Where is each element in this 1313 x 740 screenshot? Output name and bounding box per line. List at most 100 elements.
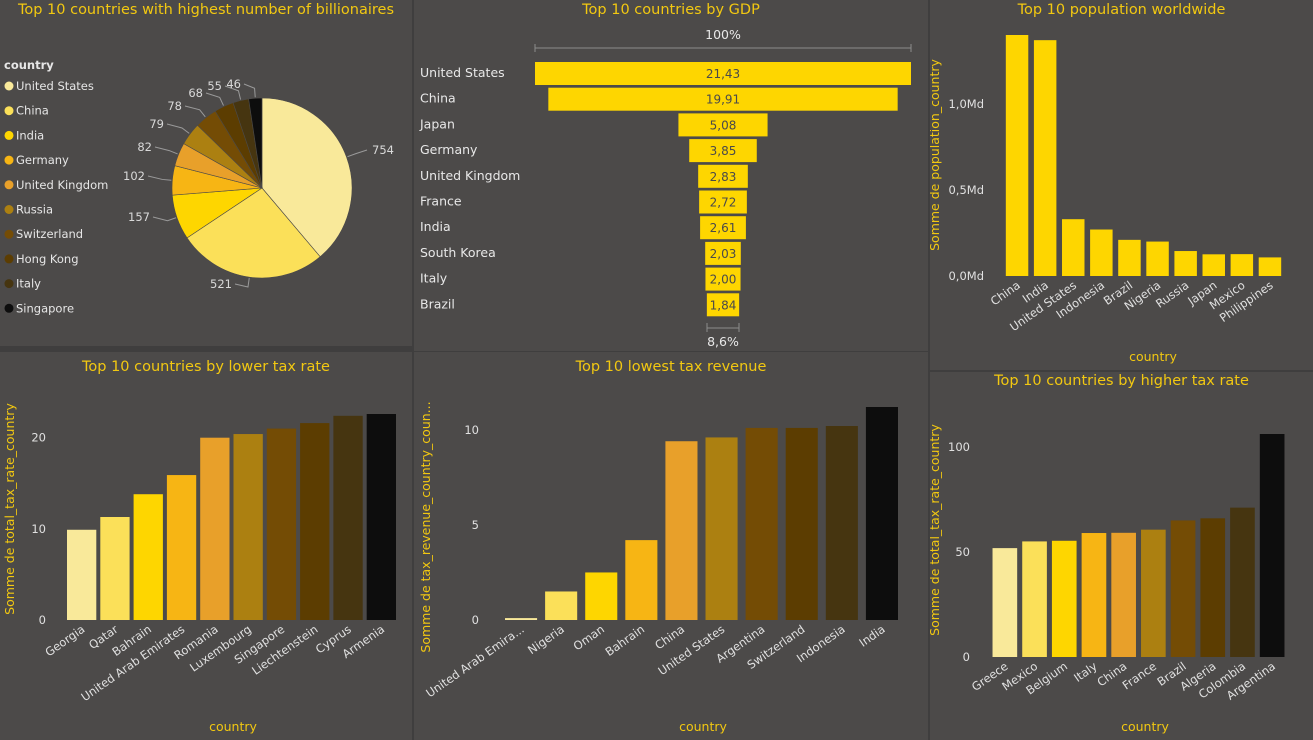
- low-revenue-bar-united-states: [705, 437, 738, 620]
- high-tax-bar-chart[interactable]: Somme de total_tax_rate_country country …: [930, 372, 1313, 740]
- population-y-axis-title: Somme de population_country: [930, 59, 942, 251]
- low-tax-y-tick-0: 0: [39, 613, 46, 627]
- pie-value-label-hong-kong: 68: [188, 86, 203, 100]
- funnel-category-italy: Italy: [420, 271, 448, 286]
- low-tax-bar-romania: [200, 437, 230, 620]
- low-tax-y-tick-2: 20: [31, 431, 46, 445]
- funnel-bar-brazil: [706, 293, 740, 317]
- low-revenue-bar-oman: [585, 572, 618, 620]
- legend-marker-india: [4, 130, 14, 140]
- low-tax-bar-armenia: [366, 414, 397, 620]
- low-revenue-bar-indonesia: [825, 426, 858, 620]
- funnel-bar-france: [699, 190, 747, 214]
- population-bar-russia: [1174, 251, 1197, 276]
- pie-leader-singapore: [243, 83, 256, 98]
- funnel-value-italy: 2,00: [710, 273, 737, 287]
- pie-slice-china: [186, 187, 321, 279]
- low-tax-y-axis-title: Somme de total_tax_rate_country: [2, 403, 17, 615]
- billionaires-pie-chart[interactable]: country United States China India Germany Un…: [0, 0, 412, 346]
- legend-item-italy[interactable]: Italy: [16, 277, 41, 291]
- low-tax-bar-qatar: [100, 517, 130, 620]
- pie-value-label-switzerland: 78: [167, 99, 182, 113]
- funnel-value-united-kingdom: 2,83: [710, 170, 737, 184]
- low-revenue-y-tick-2: 10: [464, 423, 479, 437]
- low-revenue-y-axis-title: Somme de tax_revenue_country_coun...: [418, 401, 433, 652]
- funnel-bar-japan: [678, 113, 768, 137]
- high-tax-x-axis-title: country: [1121, 719, 1169, 734]
- low-revenue-bar-chart[interactable]: Somme de tax_revenue_country_coun... cou…: [414, 352, 928, 740]
- pie-value-label-singapore: 46: [226, 77, 241, 91]
- high-tax-bar-china: [1111, 532, 1136, 657]
- legend-item-india[interactable]: India: [16, 128, 44, 142]
- low-revenue-bar-switzerland: [785, 427, 818, 620]
- low-tax-x-tick-georgia: Georgia: [42, 622, 87, 659]
- low-revenue-x-axis-title: country: [679, 719, 727, 734]
- legend-item-china[interactable]: China: [16, 104, 49, 118]
- funnel-category-india: India: [420, 219, 451, 234]
- legend-marker-russia: [4, 205, 14, 214]
- population-bar-brazil: [1118, 239, 1141, 276]
- pie-leader-china: [234, 278, 250, 288]
- low-tax-bar-bahrain: [133, 494, 163, 620]
- population-bar-mexico: [1230, 254, 1254, 276]
- pie-value-label-italy: 55: [207, 79, 222, 93]
- low-tax-bar-chart[interactable]: Somme de total_tax_rate_country country …: [0, 352, 412, 740]
- funnel-bar-germany: [689, 139, 757, 163]
- legend-marker-united-kingdom: [4, 180, 14, 190]
- population-bar-india: [1033, 40, 1057, 276]
- low-tax-bar-liechtenstein: [300, 423, 330, 620]
- funnel-value-japan: 5,08: [710, 118, 737, 132]
- low-revenue-x-tick-oman: Oman: [571, 622, 607, 653]
- low-tax-bar-singapore: [266, 428, 297, 620]
- pie-value-label-india: 157: [128, 210, 150, 224]
- funnel-category-united-states: United States: [420, 65, 505, 80]
- funnel-value-brazil: 1,84: [710, 298, 737, 312]
- legend-item-germany[interactable]: Germany: [16, 153, 69, 167]
- legend-item-russia[interactable]: Russia: [16, 203, 53, 217]
- high-tax-bar-mexico: [1022, 541, 1047, 657]
- pie-value-label-united-states: 754: [372, 143, 394, 157]
- legend-marker-hong-kong: [4, 254, 14, 264]
- legend-marker-china: [4, 106, 14, 116]
- low-revenue-panel: Top 10 lowest tax revenue Somme de tax_r…: [414, 352, 928, 740]
- gdp-panel: Top 10 countries by GDP 100% 8,6% United…: [414, 0, 928, 351]
- low-tax-bar-luxembourg: [233, 434, 263, 620]
- funnel-category-japan: Japan: [419, 116, 455, 131]
- funnel-category-france: France: [420, 194, 462, 209]
- pie-value-label-russia: 79: [149, 117, 164, 131]
- pie-value-label-united-kingdom: 82: [137, 140, 152, 154]
- population-y-tick-0: 0,0Md: [948, 269, 984, 283]
- population-y-tick-2: 1,0Md: [948, 97, 984, 111]
- population-bar-japan: [1202, 254, 1225, 276]
- legend-item-united-states[interactable]: United States: [16, 79, 94, 93]
- low-revenue-x-tick-united-arab-emira: United Arab Emira...: [423, 622, 526, 700]
- low-tax-bar-united-arab-emirates: [166, 475, 197, 620]
- legend-item-united-kingdom[interactable]: United Kingdom: [16, 178, 108, 192]
- low-revenue-bar-bahrain: [625, 540, 658, 620]
- legend-item-singapore[interactable]: Singapore: [16, 301, 74, 315]
- gdp-funnel-chart[interactable]: 100% 8,6% United States 21,43 China 19,91 Ja…: [414, 0, 928, 351]
- low-revenue-x-tick-india: India: [857, 622, 888, 650]
- pie-leader-germany: [147, 175, 172, 181]
- funnel-category-china: China: [420, 91, 456, 106]
- billionaires-title: Top 10 countries with highest number of …: [17, 2, 395, 18]
- funnel-bar-south-korea: [705, 241, 741, 265]
- low-tax-panel: Top 10 countries by lower tax rate Somme…: [0, 352, 412, 740]
- funnel-value-united-states: 21,43: [706, 67, 740, 81]
- population-panel: Top 10 population worldwide Somme de pop…: [930, 0, 1313, 370]
- legend-item-hong-kong[interactable]: Hong Kong: [16, 252, 79, 266]
- legend-marker-singapore: [4, 303, 14, 313]
- pie-value-label-germany: 102: [123, 169, 145, 183]
- population-x-axis-title: country: [1129, 349, 1177, 364]
- legend-item-switzerland[interactable]: Switzerland: [16, 227, 83, 241]
- top-pct-label: 100%: [705, 27, 741, 42]
- low-revenue-bar-nigeria: [545, 591, 578, 620]
- pie-slice-singapore: [248, 97, 263, 189]
- high-tax-y-tick-0: 0: [963, 650, 970, 664]
- population-bar-chart[interactable]: Somme de population_country country 0,0M…: [930, 0, 1313, 370]
- low-revenue-y-tick-0: 0: [472, 613, 479, 627]
- funnel-value-france: 2,72: [710, 196, 737, 210]
- low-revenue-y-tick-1: 5: [472, 518, 479, 532]
- funnel-bar-china: [548, 87, 898, 111]
- population-x-tick-china: China: [988, 278, 1023, 308]
